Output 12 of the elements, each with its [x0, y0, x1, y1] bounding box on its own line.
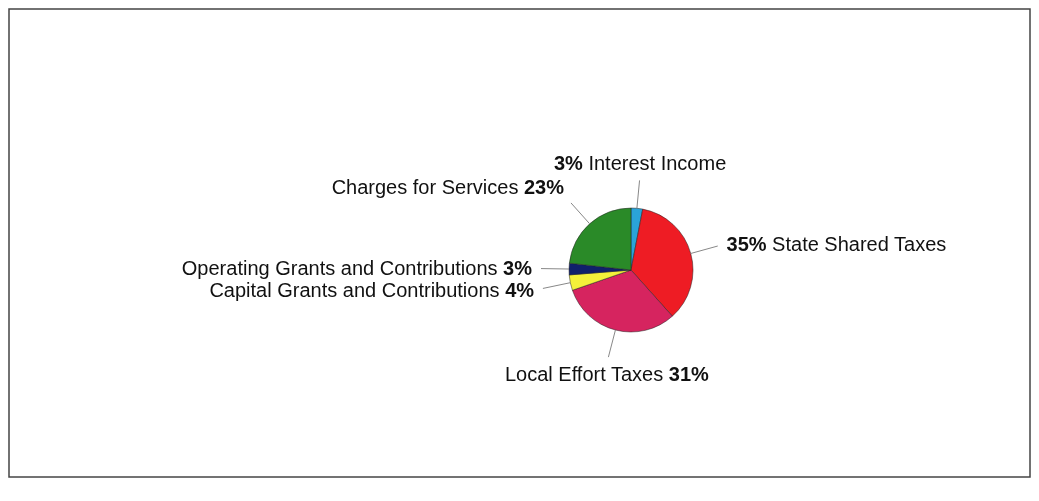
data-label: 31%	[668, 362, 710, 385]
data-label: 4%	[505, 278, 535, 301]
slice-label: Operating Grants and Contributions	[181, 257, 504, 280]
data-label: 35%	[726, 233, 767, 256]
data-label: 23%	[523, 176, 565, 199]
slice-label: Charges for Services	[331, 176, 524, 199]
slice-label: Capital Grants and Contributions	[209, 278, 506, 301]
slice-label: Local Effort Taxes	[504, 362, 669, 385]
data-label: 3%	[503, 257, 533, 280]
slice-label: Interest Income	[582, 152, 727, 175]
data-label: 3%	[553, 152, 584, 175]
slice-label: State Shared Taxes	[766, 233, 947, 256]
